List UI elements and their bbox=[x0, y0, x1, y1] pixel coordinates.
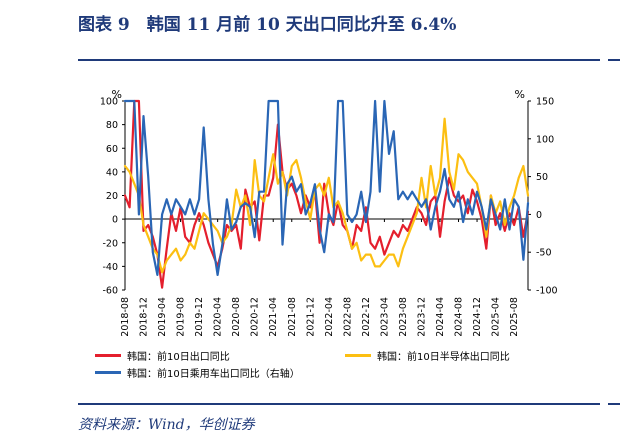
right-tick-label: 150 bbox=[536, 97, 554, 108]
left-tick-label: 80 bbox=[106, 120, 118, 131]
x-tick-label: 2021-12 bbox=[305, 297, 316, 337]
legend-swatch-exports bbox=[95, 354, 121, 357]
left-tick-label: 60 bbox=[106, 144, 118, 155]
left-tick-label: -40 bbox=[102, 262, 118, 273]
figure-title: 图表 9 韩国 11 月前 10 天出口同比升至 6.4% bbox=[78, 15, 457, 35]
x-tick-label: 2023-12 bbox=[416, 297, 427, 337]
x-tick-label: 2020-12 bbox=[250, 297, 261, 337]
x-tick-label: 2019-04 bbox=[157, 297, 168, 337]
neighbor-rule-fragment-bottom bbox=[608, 403, 620, 405]
axes: -60 -40 -20 0 20 40 60 80 100% -100 -50 0 50 100 150% 2… bbox=[100, 88, 558, 337]
series-line-2 bbox=[123, 99, 530, 276]
x-tick-label: 2023-04 bbox=[379, 297, 390, 337]
x-tick-label: 2024-04 bbox=[435, 297, 446, 337]
x-tick-label: 2018-08 bbox=[120, 297, 131, 337]
x-tick-label: 2023-08 bbox=[398, 297, 409, 337]
x-tick-label: 2021-08 bbox=[287, 297, 298, 337]
left-tick-label: 0 bbox=[112, 215, 118, 226]
x-tick-label: 2021-04 bbox=[268, 297, 279, 337]
x-tick-label: 2018-12 bbox=[139, 297, 150, 337]
legend-item-exports: 韩国：前10日出口同比 bbox=[95, 348, 230, 363]
left-tick-label: 40 bbox=[106, 167, 118, 178]
legend-item-semiconductor: 韩国：前10日半导体出口同比 bbox=[345, 348, 510, 363]
right-tick-label: -50 bbox=[536, 248, 552, 259]
x-tick-label: 2019-12 bbox=[194, 297, 205, 337]
legend-label-cars: 韩国：前10日乘用车出口同比（右轴） bbox=[127, 369, 300, 380]
series-line-0 bbox=[123, 99, 530, 289]
left-tick-label: -20 bbox=[102, 238, 118, 249]
right-tick-label: 100 bbox=[536, 134, 554, 145]
x-tick-label: 2020-04 bbox=[213, 297, 224, 337]
left-axis-unit: % bbox=[112, 88, 122, 101]
x-tick-label: 2024-12 bbox=[472, 297, 483, 337]
chart: -60 -40 -20 0 20 40 60 80 100% -100 -50 0 50 100 150% 2… bbox=[100, 88, 558, 337]
legend-label-semiconductor: 韩国：前10日半导体出口同比 bbox=[377, 352, 510, 363]
legend-swatch-semiconductor bbox=[345, 354, 371, 357]
series-layer bbox=[123, 99, 530, 289]
right-tick-label: 50 bbox=[536, 172, 548, 183]
x-tick-label: 2022-12 bbox=[361, 297, 372, 337]
series-line-1 bbox=[123, 117, 530, 274]
left-tick-label: -60 bbox=[102, 286, 118, 297]
x-tick-label: 2022-08 bbox=[342, 297, 353, 337]
neighbor-rule-fragment bbox=[608, 59, 620, 61]
legend-item-cars: 韩国：前10日乘用车出口同比（右轴） bbox=[95, 365, 300, 380]
right-tick-label: 0 bbox=[536, 210, 542, 221]
source-note: 资料来源：Wind，华创证券 bbox=[78, 417, 255, 433]
legend-label-exports: 韩国：前10日出口同比 bbox=[127, 352, 230, 363]
x-tick-label: 2025-08 bbox=[509, 297, 520, 337]
x-tick-label: 2024-08 bbox=[454, 297, 465, 337]
x-tick-label: 2025-04 bbox=[491, 297, 502, 337]
x-tick-label: 2020-08 bbox=[231, 297, 242, 337]
right-axis-unit: % bbox=[515, 88, 525, 101]
title-rule bbox=[78, 59, 600, 61]
left-tick-label: 20 bbox=[106, 191, 118, 202]
x-tick-label: 2022-04 bbox=[324, 297, 335, 337]
legend-swatch-cars bbox=[95, 371, 121, 374]
right-tick-label: -100 bbox=[536, 286, 558, 297]
source-rule bbox=[78, 403, 600, 405]
left-tick-label: 100 bbox=[100, 97, 118, 108]
x-tick-label: 2019-08 bbox=[176, 297, 187, 337]
